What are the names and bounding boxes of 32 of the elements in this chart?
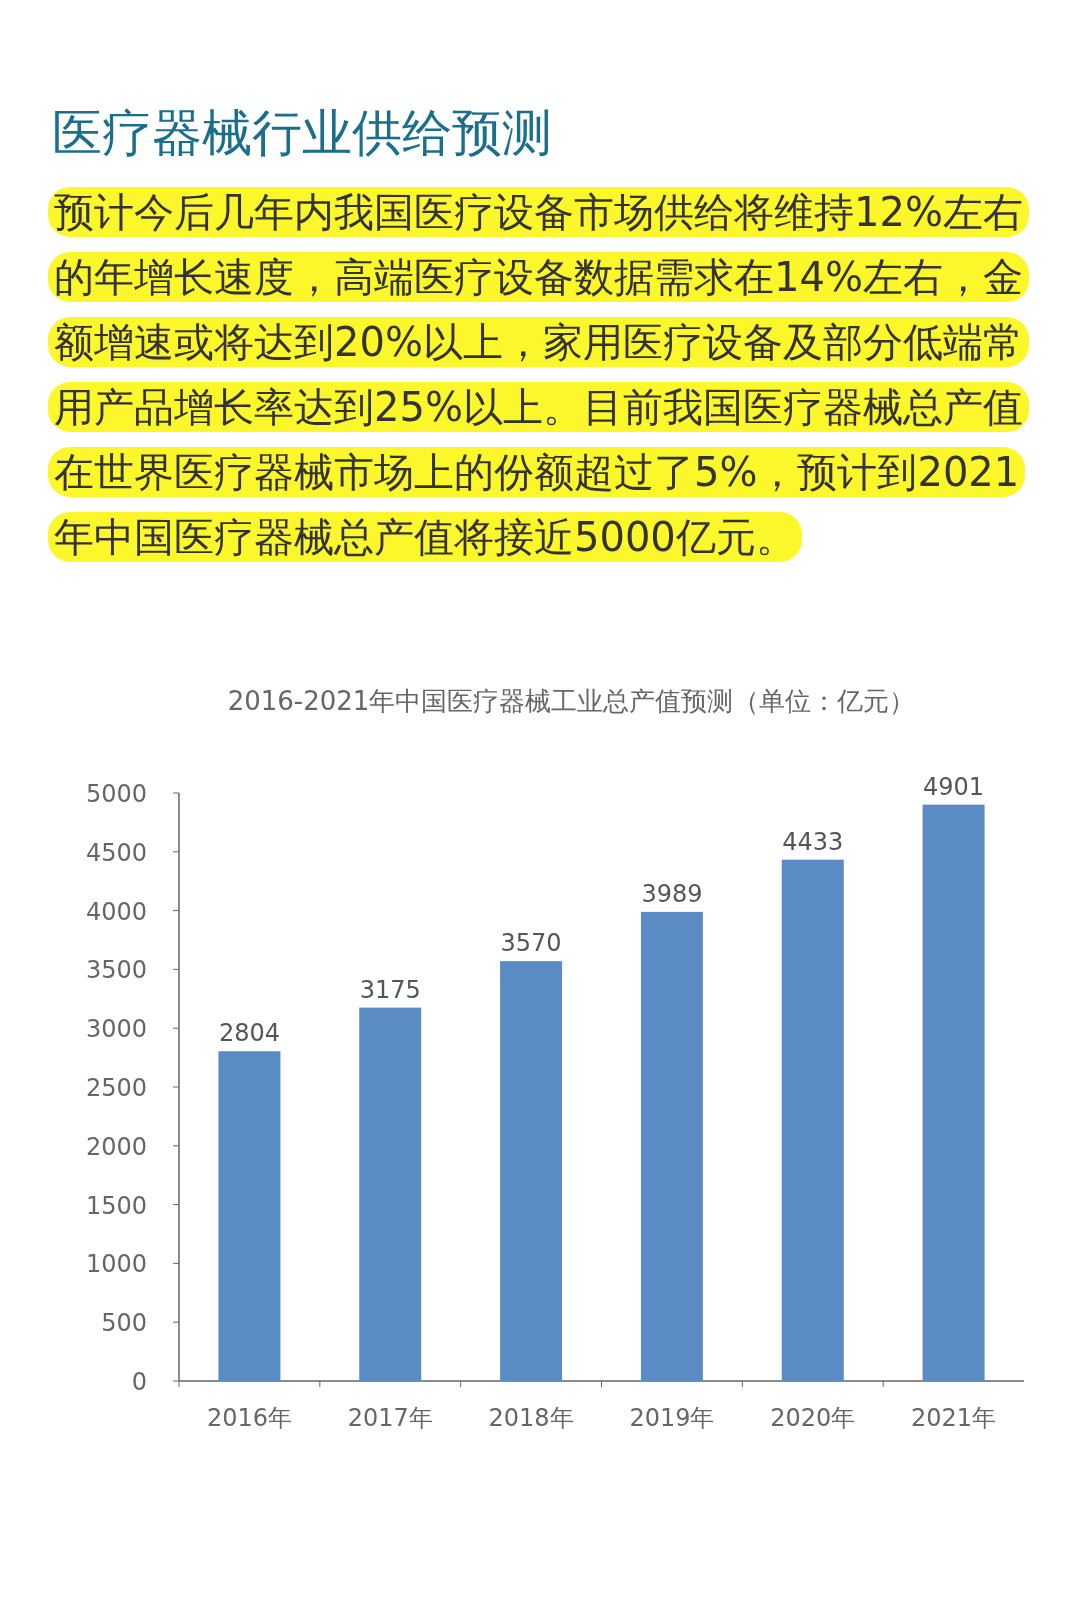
y-tick-label: 3000 (85, 1015, 147, 1044)
x-tick-label: 2020年 (770, 1404, 856, 1432)
data-label: 3570 (500, 929, 562, 958)
data-label: 4901 (923, 772, 985, 801)
x-tick-label: 2018年 (488, 1404, 574, 1432)
bar (500, 961, 563, 1381)
y-tick-label: 2500 (85, 1074, 147, 1102)
data-label: 3989 (641, 879, 703, 908)
bar (781, 859, 844, 1381)
bar (218, 1051, 281, 1381)
x-tick-label: 2017年 (347, 1404, 433, 1432)
x-tick-label: 2019年 (629, 1404, 715, 1432)
data-label: 4433 (782, 827, 844, 856)
y-tick-label: 0 (131, 1368, 147, 1396)
y-tick-label: 1500 (85, 1191, 147, 1220)
y-tick-label: 4000 (85, 897, 147, 926)
chart-title: 医疗器械行业供给预测 (52, 103, 552, 164)
bar (359, 1007, 422, 1381)
y-tick-label: 500 (101, 1309, 147, 1338)
bar (640, 911, 703, 1381)
y-tick-label: 5000 (85, 780, 147, 808)
y-tick-label: 2000 (85, 1132, 147, 1161)
x-tick-label: 2016年 (206, 1404, 292, 1432)
y-tick-label: 1000 (85, 1250, 147, 1279)
data-label: 3175 (359, 975, 421, 1004)
text: 2016-2021年中国医疗器械工业总产值预测（单位：亿元） (227, 686, 916, 716)
bar (922, 804, 985, 1381)
y-tick-label: 3500 (85, 956, 147, 985)
chart-subtitle: 预计今后几年内我国医疗设备市场供给将维持12%左右的年增长速度，高端医疗设备数据需求在14%左右，金额增速或将达到20%以上，家用医疗设备及部分低端常用产品增长率达到25%以上。目前我国医疗器械总产值在世界医疗器械市场上的份额超过了5%，预计到2021年中国医疗器械总产值将接近5000亿元。 (48, 187, 1029, 562)
y-tick-label: 4500 (85, 838, 147, 867)
data-label: 2804 (218, 1019, 280, 1048)
x-tick-label: 2021年 (911, 1404, 997, 1432)
